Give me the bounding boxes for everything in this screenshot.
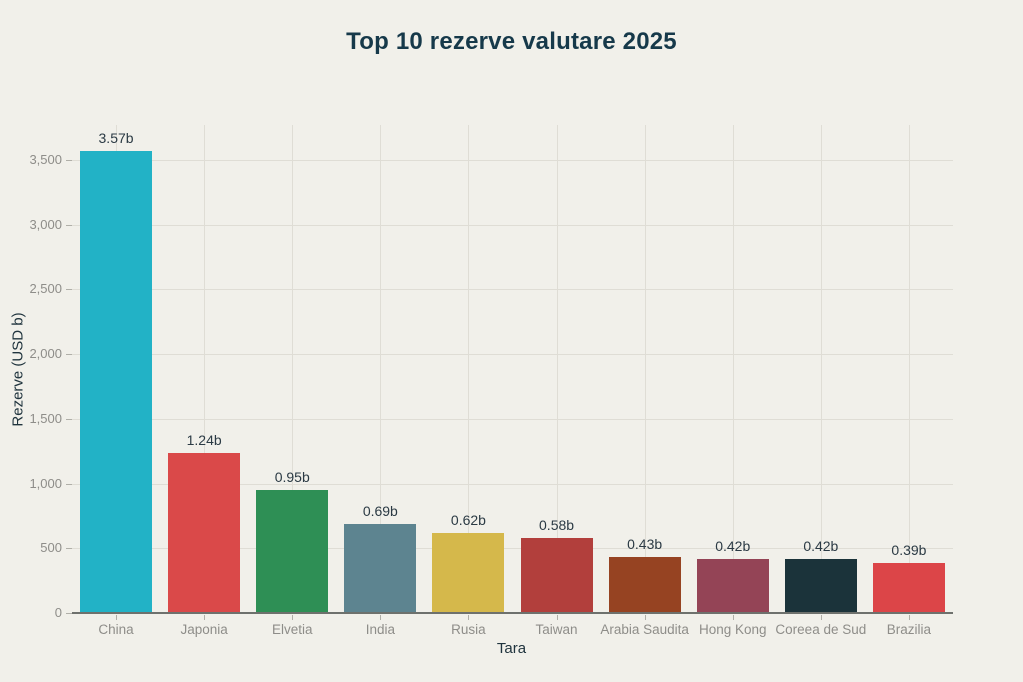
y-gridline [72, 289, 953, 291]
x-gridline [556, 125, 558, 613]
y-tick-label: 2,000 [29, 346, 62, 362]
x-tick-label: Taiwan [535, 622, 578, 637]
x-gridline [908, 125, 910, 613]
x-gridline [380, 125, 382, 613]
bar-brazilia [872, 562, 945, 613]
bar-value-label: 0.95b [274, 469, 310, 486]
y-tick-label: 1,500 [29, 410, 62, 426]
y-tick-label: 3,000 [29, 216, 62, 232]
x-tick-label: Hong Kong [698, 622, 767, 637]
y-tick-mark [66, 289, 72, 291]
x-tick-label: Arabia Saudita [600, 622, 689, 637]
x-axis-line [72, 612, 953, 614]
x-tick-mark [468, 615, 470, 620]
y-tick-label: 2,500 [29, 281, 62, 297]
y-gridline [72, 160, 953, 162]
y-gridline [72, 418, 953, 420]
y-gridline [72, 224, 953, 226]
y-tick-label: 1,000 [29, 475, 62, 491]
bar-hong-kong [696, 558, 769, 613]
y-gridline [72, 548, 953, 550]
bar-value-label: 3.57b [98, 130, 134, 146]
x-gridline [468, 125, 470, 613]
x-tick-label: Elvetia [271, 622, 313, 637]
y-tick-mark [66, 354, 72, 356]
bar-value-label: 1.24b [186, 431, 222, 448]
chart-title: Top 10 rezerve valutare 2025 [346, 28, 677, 55]
x-tick-mark [556, 615, 558, 620]
x-tick-mark [116, 615, 118, 620]
x-tick-label: China [98, 622, 134, 637]
x-tick-mark [380, 615, 382, 620]
y-tick-mark [66, 613, 72, 614]
bar-elvetia [256, 490, 329, 613]
y-tick-mark [66, 548, 72, 550]
bar-value-label: 0.42b [803, 537, 839, 554]
bar-value-label: 0.62b [450, 511, 486, 528]
x-tick-mark [292, 615, 294, 620]
bar-coreea-de-sud [784, 558, 857, 613]
bar-value-label: 0.69b [362, 502, 398, 519]
bar-arabia-saudita [608, 557, 681, 613]
x-tick-mark [820, 615, 822, 620]
x-tick-label: Coreea de Sud [775, 622, 867, 637]
x-gridline [732, 125, 734, 613]
bar-china [80, 151, 153, 613]
x-gridline [292, 125, 294, 613]
bar-japonia [168, 452, 241, 613]
x-tick-label: India [365, 622, 395, 637]
y-tick-mark [66, 418, 72, 420]
x-tick-label: Brazilia [886, 622, 932, 637]
y-tick-label: 0 [54, 605, 62, 620]
x-tick-mark [908, 615, 910, 620]
x-axis-title: Tara [496, 640, 527, 657]
bar-value-label: 0.58b [539, 516, 575, 533]
bar-value-label: 0.42b [715, 537, 751, 554]
y-tick-label: 3,500 [29, 152, 62, 168]
bar-rusia [432, 532, 505, 613]
x-gridline [204, 125, 206, 613]
x-tick-mark [732, 615, 734, 620]
y-tick-mark [66, 224, 72, 226]
y-gridline [72, 483, 953, 485]
x-gridline [644, 125, 646, 613]
x-tick-mark [204, 615, 206, 620]
y-tick-mark [66, 483, 72, 485]
bar-value-label: 0.43b [627, 536, 663, 553]
y-gridline [72, 354, 953, 356]
bar-taiwan [520, 537, 593, 613]
x-gridline [820, 125, 822, 613]
bar-india [344, 523, 417, 613]
y-tick-mark [66, 160, 72, 162]
y-tick-label: 500 [40, 540, 62, 556]
bar-value-label: 0.39b [891, 541, 927, 558]
x-tick-label: Rusia [451, 622, 486, 637]
x-tick-mark [644, 615, 646, 620]
x-tick-label: Japonia [180, 622, 228, 637]
